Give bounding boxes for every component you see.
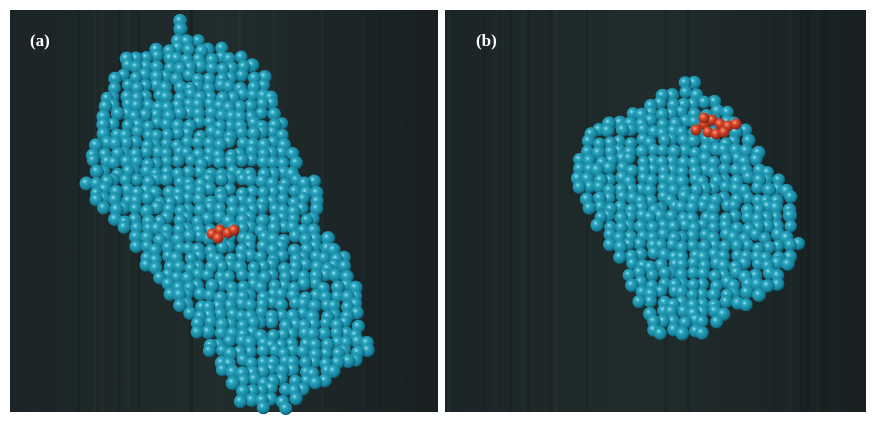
streak xyxy=(522,10,524,412)
atom xyxy=(173,22,187,36)
atom xyxy=(602,161,616,175)
atom xyxy=(695,326,709,340)
atom xyxy=(675,326,689,340)
streak xyxy=(527,10,529,412)
atom xyxy=(644,295,657,308)
atom xyxy=(601,124,615,138)
streak xyxy=(555,10,557,412)
atom xyxy=(590,218,603,231)
atom xyxy=(191,326,204,339)
streak xyxy=(823,10,827,412)
atom xyxy=(257,344,271,358)
atom xyxy=(751,181,764,194)
streak xyxy=(549,10,552,412)
streak xyxy=(800,10,804,412)
streak xyxy=(50,10,51,412)
atom xyxy=(118,221,131,234)
atom xyxy=(740,285,754,299)
atom xyxy=(616,123,630,137)
atom xyxy=(613,251,626,264)
atom xyxy=(784,220,797,233)
atom xyxy=(213,156,226,169)
streak xyxy=(817,10,819,412)
atom xyxy=(257,401,270,414)
atom xyxy=(784,238,797,251)
ligand-atom xyxy=(699,113,710,124)
streak xyxy=(93,10,97,412)
atom xyxy=(235,69,248,82)
atom xyxy=(191,136,204,149)
atom xyxy=(646,269,659,282)
atom xyxy=(698,96,711,109)
atom xyxy=(107,156,121,170)
atom xyxy=(309,376,323,390)
figure: (a) (b) xyxy=(0,0,876,421)
streak xyxy=(41,10,42,412)
atom xyxy=(720,295,733,308)
panel-label: (a) xyxy=(30,31,50,50)
atom xyxy=(654,327,667,340)
atom xyxy=(784,190,797,203)
atom xyxy=(752,288,766,302)
atom xyxy=(781,257,795,271)
atom xyxy=(203,344,216,357)
streak xyxy=(484,10,485,412)
ligand-atom xyxy=(719,127,730,138)
panel-label: (b) xyxy=(476,31,497,50)
atom xyxy=(236,269,249,282)
atom xyxy=(573,180,586,193)
atom xyxy=(656,144,669,157)
atom xyxy=(583,201,596,214)
atom xyxy=(160,172,174,186)
ligand-atom xyxy=(229,225,240,236)
streak xyxy=(447,10,450,412)
streak xyxy=(495,10,497,412)
streak xyxy=(77,10,80,412)
streak xyxy=(806,10,810,412)
atom xyxy=(289,392,302,405)
page: {"panels": [{"label": "(a)"}, {"label": … xyxy=(0,0,876,421)
ligand-atom xyxy=(731,119,742,130)
atom xyxy=(234,395,247,408)
ligand-atom xyxy=(213,233,224,244)
streak xyxy=(380,10,382,412)
streak xyxy=(405,10,406,412)
atom xyxy=(265,316,278,329)
streak xyxy=(502,10,503,412)
atom xyxy=(90,164,104,178)
atom xyxy=(279,402,292,415)
atom xyxy=(710,315,723,328)
atom xyxy=(632,295,645,308)
streak xyxy=(510,10,512,412)
atom xyxy=(131,173,144,186)
atom xyxy=(97,201,110,214)
atom xyxy=(740,298,753,311)
